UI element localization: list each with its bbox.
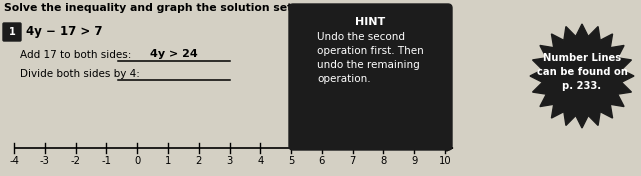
- FancyBboxPatch shape: [289, 4, 452, 150]
- Text: 6: 6: [319, 156, 325, 166]
- Text: Number Lines
can be found on
p. 233.: Number Lines can be found on p. 233.: [537, 53, 628, 91]
- Text: 3: 3: [226, 156, 233, 166]
- Polygon shape: [530, 24, 634, 128]
- FancyBboxPatch shape: [3, 23, 21, 41]
- Text: Add 17 to both sides:: Add 17 to both sides:: [20, 50, 131, 60]
- Text: 1: 1: [8, 27, 15, 37]
- Text: -4: -4: [9, 156, 19, 166]
- Text: -1: -1: [101, 156, 112, 166]
- Text: 4: 4: [257, 156, 263, 166]
- Text: Undo the second
operation first. Then
undo the remaining
operation.: Undo the second operation first. Then un…: [317, 32, 424, 84]
- Text: -2: -2: [71, 156, 81, 166]
- Text: Divide both sides by 4:: Divide both sides by 4:: [20, 69, 140, 79]
- Text: Solve the inequality and graph the solution set.: Solve the inequality and graph the solut…: [4, 3, 297, 13]
- Text: 2: 2: [196, 156, 202, 166]
- Text: 8: 8: [380, 156, 387, 166]
- Text: 4y > 24: 4y > 24: [150, 49, 198, 59]
- Text: 10: 10: [438, 156, 451, 166]
- Text: 9: 9: [411, 156, 417, 166]
- Text: 5: 5: [288, 156, 294, 166]
- Text: HINT: HINT: [355, 17, 386, 27]
- Text: -3: -3: [40, 156, 50, 166]
- Text: 1: 1: [165, 156, 171, 166]
- Text: 7: 7: [349, 156, 356, 166]
- Text: 4y − 17 > 7: 4y − 17 > 7: [26, 26, 103, 39]
- Text: 0: 0: [134, 156, 140, 166]
